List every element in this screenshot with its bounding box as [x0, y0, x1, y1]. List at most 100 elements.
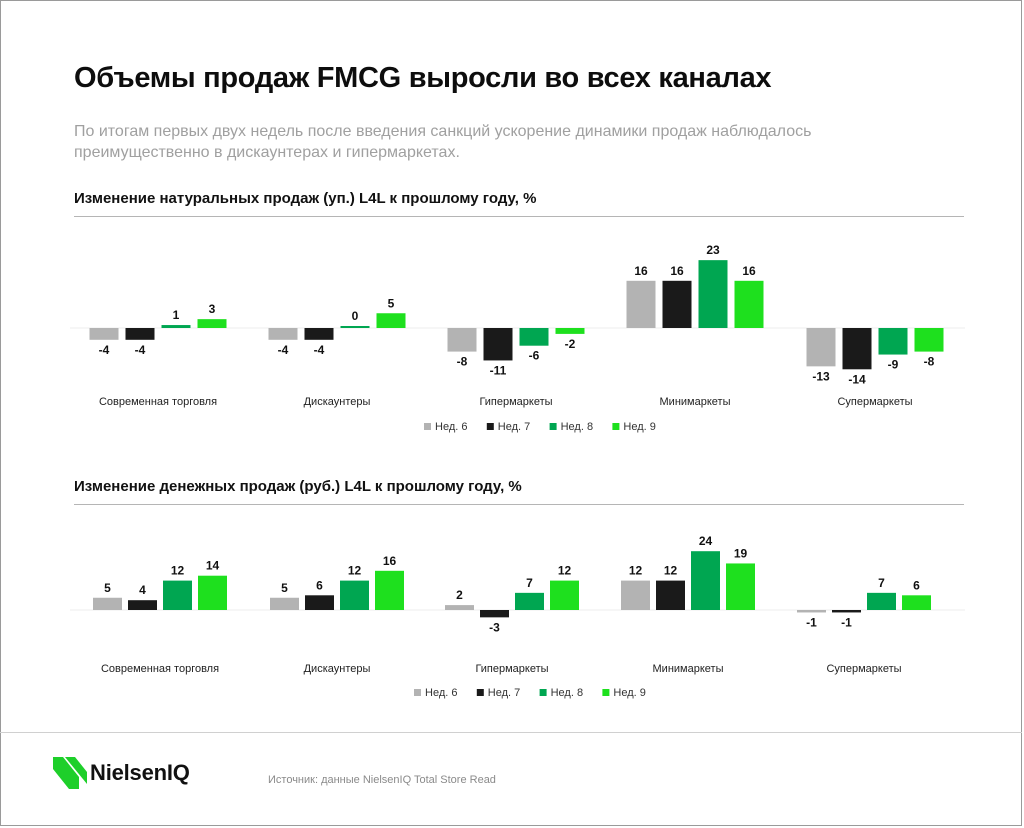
legend-label: Нед. 6 [435, 421, 467, 433]
data-label: -13 [812, 369, 830, 383]
legend-label: Нед. 6 [425, 687, 457, 699]
bar [550, 580, 579, 610]
legend-label: Нед. 9 [623, 421, 655, 433]
category-label: Гипермаркеты [475, 663, 548, 675]
category-label: Дискаунтеры [304, 396, 371, 408]
data-label: -1 [841, 615, 852, 629]
legend-swatch [486, 423, 494, 430]
data-label: -11 [490, 363, 507, 377]
bar [89, 328, 119, 340]
data-label: 5 [281, 581, 288, 595]
legend-label: Нед. 8 [561, 421, 593, 433]
bar [375, 570, 404, 610]
bar [626, 280, 656, 328]
bar [555, 328, 585, 334]
bar [340, 326, 370, 328]
legend-swatch [612, 423, 620, 430]
data-label: 19 [734, 546, 748, 560]
bar [726, 563, 755, 610]
chart2-title: Изменение денежных продаж (руб.) L4L к п… [74, 478, 522, 495]
data-label: 1 [173, 308, 180, 322]
data-label: -4 [135, 343, 146, 357]
bar [797, 610, 826, 613]
legend-swatch [476, 689, 484, 696]
data-label: -8 [924, 355, 935, 369]
legend-swatch [602, 689, 610, 696]
data-label: 12 [348, 564, 362, 578]
data-label: 16 [670, 264, 684, 278]
bar [447, 328, 477, 352]
data-label: 23 [706, 243, 720, 257]
bar [842, 328, 872, 370]
logo-text: NielsenIQ [90, 760, 190, 785]
nielseniq-logo-icon [53, 757, 87, 789]
bar [867, 592, 896, 610]
data-label: 24 [699, 534, 713, 548]
bar [656, 580, 685, 610]
bar [515, 592, 544, 610]
data-label: 4 [139, 583, 146, 597]
source-note: Источник: данные NielsenIQ Total Store R… [268, 774, 496, 786]
bar [734, 280, 764, 328]
bar [197, 319, 227, 328]
bar [93, 597, 122, 610]
chart1-title: Изменение натуральных продаж (уп.) L4L к… [74, 190, 537, 207]
category-label: Супермаркеты [826, 663, 901, 675]
data-label: 16 [383, 554, 397, 568]
bar [340, 580, 369, 610]
data-label: -3 [489, 620, 500, 634]
data-label: 5 [388, 296, 395, 310]
chart2-divider [74, 504, 964, 505]
category-label: Минимаркеты [660, 396, 731, 408]
data-label: 12 [558, 564, 572, 578]
category-label: Дискаунтеры [304, 663, 371, 675]
bar [268, 328, 298, 340]
data-label: 5 [104, 581, 111, 595]
bar [832, 610, 861, 613]
legend-swatch [539, 689, 547, 696]
bar [483, 328, 513, 361]
bar [161, 325, 191, 328]
legend-label: Нед. 8 [551, 687, 583, 699]
category-label: Современная торговля [99, 396, 217, 408]
bar [198, 575, 227, 610]
units-sales-chart: -4 -4 1 3 Современная торговля -4 -4 0 5 Дискаунт… [70, 243, 965, 433]
data-label: -4 [314, 343, 325, 357]
data-label: 16 [634, 264, 648, 278]
data-label: 7 [526, 576, 533, 590]
bar [125, 328, 155, 340]
bar [621, 580, 650, 610]
bar [878, 328, 908, 355]
data-label: 2 [456, 588, 463, 602]
category-label: Супермаркеты [837, 396, 912, 408]
category-label: Гипермаркеты [479, 396, 552, 408]
data-label: -4 [278, 343, 289, 357]
bar [691, 551, 720, 610]
bar [519, 328, 549, 346]
data-label: 3 [209, 302, 216, 316]
chart1-divider [74, 216, 964, 217]
legend-label: Нед. 7 [498, 421, 530, 433]
data-label: 0 [352, 309, 359, 323]
data-label: -1 [806, 615, 817, 629]
data-label: -9 [888, 358, 899, 372]
data-label: -4 [99, 343, 110, 357]
bar [662, 280, 692, 328]
data-label: 14 [206, 559, 220, 573]
bar [305, 595, 334, 610]
bar [163, 580, 192, 610]
data-label: -2 [565, 337, 576, 351]
legend-label: Нед. 9 [613, 687, 645, 699]
bar [445, 605, 474, 610]
bar [806, 328, 836, 367]
legend-swatch [549, 423, 557, 430]
data-label: 12 [171, 564, 185, 578]
bar [304, 328, 334, 340]
footer-divider [0, 732, 1022, 733]
data-label: 6 [913, 578, 920, 592]
legend-swatch [414, 689, 421, 696]
data-label: -8 [457, 355, 468, 369]
page-title: Объемы продаж FMCG выросли во всех канал… [74, 62, 772, 94]
bar [698, 260, 728, 328]
